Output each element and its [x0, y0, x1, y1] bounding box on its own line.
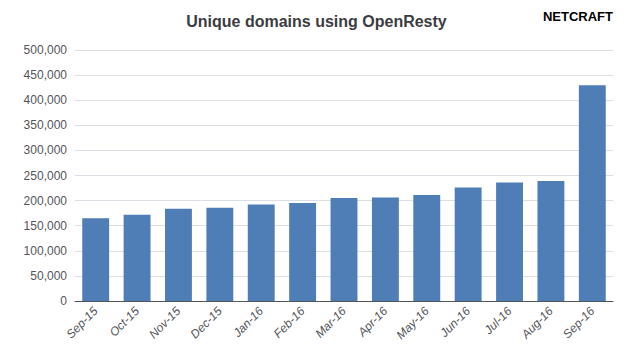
svg-text:Dec-15: Dec-15: [188, 304, 225, 341]
svg-text:50,000: 50,000: [30, 269, 67, 283]
svg-text:Aug-16: Aug-16: [518, 304, 556, 342]
svg-text:450,000: 450,000: [24, 68, 68, 82]
svg-text:Nov-15: Nov-15: [146, 304, 183, 341]
svg-text:NETCRAFT: NETCRAFT: [543, 9, 613, 24]
svg-text:May-16: May-16: [394, 304, 432, 342]
svg-text:400,000: 400,000: [24, 93, 68, 107]
svg-text:Jul-16: Jul-16: [481, 304, 515, 338]
svg-text:Mar-16: Mar-16: [312, 304, 349, 341]
svg-text:Sep-16: Sep-16: [560, 304, 597, 341]
svg-text:150,000: 150,000: [24, 219, 68, 233]
svg-text:Apr-16: Apr-16: [354, 304, 390, 340]
svg-text:200,000: 200,000: [24, 194, 68, 208]
svg-text:Jun-16: Jun-16: [437, 304, 474, 341]
svg-text:350,000: 350,000: [24, 118, 68, 132]
svg-text:0: 0: [60, 294, 67, 308]
svg-text:500,000: 500,000: [24, 43, 68, 57]
svg-text:250,000: 250,000: [24, 169, 68, 183]
svg-text:Oct-15: Oct-15: [107, 304, 143, 340]
svg-text:300,000: 300,000: [24, 143, 68, 157]
svg-text:Feb-16: Feb-16: [271, 304, 308, 341]
svg-text:Jan-16: Jan-16: [230, 304, 267, 341]
svg-text:100,000: 100,000: [24, 244, 68, 258]
svg-text:Unique domains using OpenResty: Unique domains using OpenResty: [186, 13, 447, 30]
svg-text:Sep-15: Sep-15: [63, 304, 100, 341]
